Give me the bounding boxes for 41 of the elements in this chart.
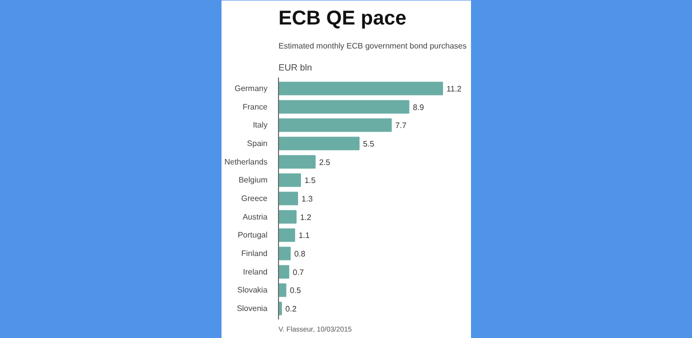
x-axis-title: EUR bln xyxy=(278,62,312,72)
bar xyxy=(278,228,296,242)
bar xyxy=(278,265,290,279)
bar xyxy=(278,82,444,96)
chart-title: ECB QE pace xyxy=(278,8,406,30)
y-tick-label: Austria xyxy=(242,212,268,222)
data-label: 7.7 xyxy=(395,121,407,130)
bar xyxy=(278,173,301,187)
data-label: 0.8 xyxy=(294,250,306,258)
y-tick-label: Slovenia xyxy=(236,304,268,313)
y-tick-label: Belgium xyxy=(238,176,268,185)
chart-subtitle: Estimated monthly ECB government bond purchases xyxy=(278,42,467,50)
bar xyxy=(278,210,297,224)
data-label: 1.1 xyxy=(298,231,310,240)
data-label: 1.5 xyxy=(304,176,316,186)
data-label: 0.7 xyxy=(292,268,304,277)
data-label: 5.5 xyxy=(363,140,375,148)
data-label: 1.3 xyxy=(302,194,314,204)
y-tick-label: Spain xyxy=(247,139,268,148)
y-tick-label: Greece xyxy=(241,194,268,203)
data-label: 11.2 xyxy=(446,84,462,94)
bar xyxy=(278,155,316,169)
bar xyxy=(278,118,392,132)
y-tick-label: Italy xyxy=(252,120,268,130)
bar xyxy=(278,136,360,150)
data-label: 8.9 xyxy=(412,102,425,112)
y-tick-label: Slovakia xyxy=(237,286,268,295)
data-label: 1.2 xyxy=(300,212,312,222)
bar xyxy=(278,192,298,206)
data-label: 2.5 xyxy=(319,158,331,167)
bar xyxy=(278,283,286,297)
data-label: 0.2 xyxy=(285,304,298,314)
bar xyxy=(278,246,291,260)
y-tick-label: France xyxy=(242,102,268,112)
data-label: 0.5 xyxy=(290,286,302,296)
y-tick-label: Finland xyxy=(241,249,268,258)
y-tick-label: Portugal xyxy=(238,230,268,240)
y-tick-label: Netherlands xyxy=(224,157,268,166)
bar xyxy=(278,100,410,114)
y-tick-label: Germany xyxy=(234,84,268,93)
y-tick-label: Ireland xyxy=(243,267,268,276)
